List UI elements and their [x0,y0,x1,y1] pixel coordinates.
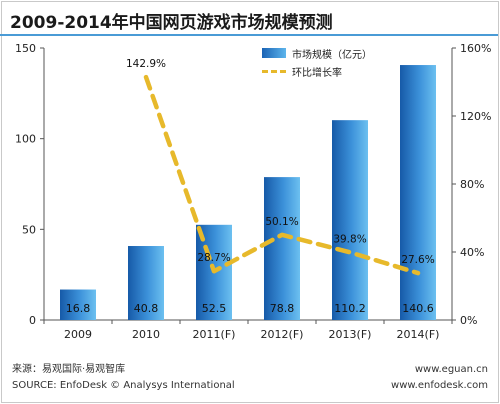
bar-value-label: 40.8 [134,302,159,315]
title-rule [0,34,498,36]
x-tick-label: 2013(F) [329,328,372,341]
legend-item-bar: 市场规模（亿元） [262,44,372,62]
growth-line [143,74,421,276]
legend-bar-label: 市场规模（亿元） [292,49,372,61]
source-note: 来源：易观国际·易观智库 SOURCE: EnfoDesk © Analysys… [12,362,235,394]
x-tick-label: 2014(F) [397,328,440,341]
chart-title: 2009-2014年中国网页游戏市场规模预测 [10,13,333,33]
growth-value-label: 142.9% [126,58,166,70]
growth-line-path [143,74,421,276]
y-left-tick-label: 150 [15,42,36,55]
axes: 0 50 100 150 0% 40% 80% 120% 160% 2009 2010 2011(F)… [15,42,491,341]
growth-value-label: 50.1% [265,216,298,228]
x-tick-label: 2010 [132,328,160,341]
y-right-tick-label: 160% [460,42,491,55]
bar [60,289,96,320]
y-right-tick-label: 120% [460,110,491,123]
legend-line-label: 环比增长率 [292,67,342,79]
bar [128,246,164,320]
legend-bar-swatch [262,48,286,58]
growth-value-label: 39.8% [333,233,366,245]
legend-item-line: 环比增长率 [262,62,372,80]
legend-line-swatch [262,69,286,73]
bar-value-label: 78.8 [270,302,295,315]
website-link-enfodesk: www.enfodesk.com [391,380,488,391]
y-left-tick-label: 0 [29,314,36,327]
bar-value-label: 16.8 [66,302,91,315]
x-tick-label: 2009 [64,328,92,341]
y-left-tick-label: 50 [22,223,36,236]
source-en: SOURCE: EnfoDesk © Analysys Internationa… [12,380,235,391]
bar [400,65,436,320]
bar-value-label: 52.5 [202,302,227,315]
bar [264,177,300,320]
y-right-tick-label: 80% [460,178,484,191]
bars [60,65,436,320]
growth-value-label: 28.7% [197,252,230,264]
x-tick-label: 2012(F) [261,328,304,341]
growth-value-label: 27.6% [401,254,434,266]
bar-value-label: 140.6 [402,302,434,315]
y-right-tick-label: 40% [460,246,484,259]
website-link-eguan: www.eguan.cn [414,364,488,375]
bar [332,120,368,320]
y-left-tick-label: 100 [15,133,36,146]
y-right-tick-label: 0% [460,314,477,327]
legend: 市场规模（亿元） 环比增长率 [262,44,372,80]
data-labels: 16.8 40.8 52.5 78.8 110.2 140.6 142.9% 28.7% 50.… [66,58,435,315]
website-links: www.eguan.cn www.enfodesk.com [391,362,488,394]
source-cn: 来源：易观国际·易观智库 [12,364,126,375]
x-tick-label: 2011(F) [193,328,236,341]
bar-value-label: 110.2 [334,302,366,315]
